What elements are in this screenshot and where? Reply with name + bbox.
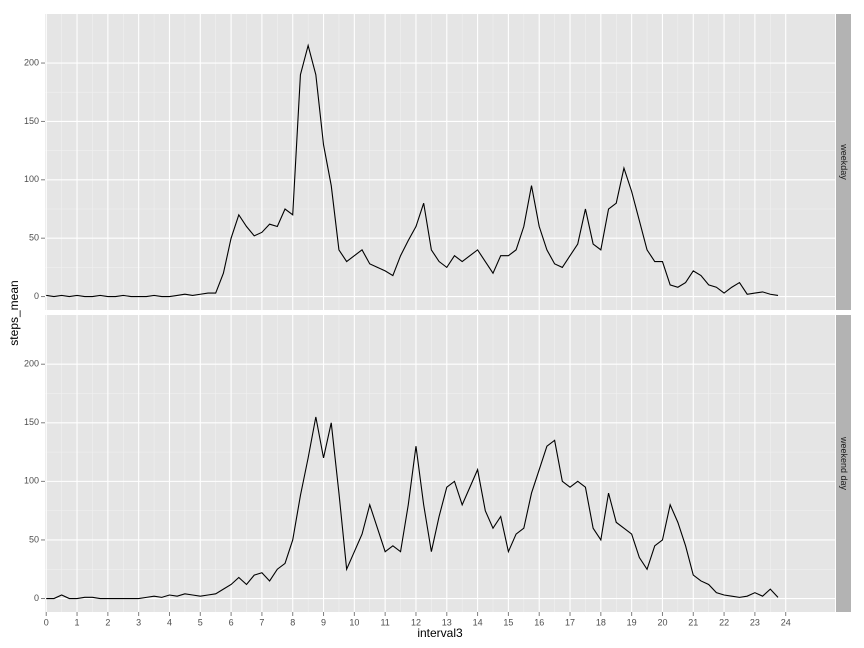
x-tick-label: 23 — [750, 617, 760, 627]
panel-background — [45, 14, 835, 310]
y-axis-title: steps_mean — [7, 280, 21, 345]
x-tick-label: 14 — [473, 617, 483, 627]
y-tick-label: 200 — [24, 57, 39, 67]
facet-strip — [836, 315, 851, 612]
y-tick-label: 0 — [34, 593, 39, 603]
x-tick-label: 9 — [321, 617, 326, 627]
x-tick-label: 6 — [229, 617, 234, 627]
x-tick-label: 13 — [442, 617, 452, 627]
x-tick-label: 15 — [503, 617, 513, 627]
x-tick-label: 4 — [167, 617, 172, 627]
x-tick-label: 21 — [688, 617, 698, 627]
x-tick-label: 3 — [136, 617, 141, 627]
x-tick-label: 8 — [290, 617, 295, 627]
x-tick-label: 24 — [781, 617, 791, 627]
x-tick-label: 1 — [75, 617, 80, 627]
x-tick-label: 20 — [657, 617, 667, 627]
y-tick-label: 50 — [29, 233, 39, 243]
x-tick-label: 10 — [349, 617, 359, 627]
y-tick-label: 50 — [29, 534, 39, 544]
x-axis-title: interval3 — [417, 626, 463, 640]
x-tick-label: 12 — [411, 617, 421, 627]
x-tick-label: 5 — [198, 617, 203, 627]
facet-label: weekend day — [839, 436, 849, 491]
y-tick-label: 0 — [34, 291, 39, 301]
y-tick-label: 100 — [24, 476, 39, 486]
x-tick-label: 2 — [105, 617, 110, 627]
y-tick-label: 150 — [24, 116, 39, 126]
panel-background — [45, 315, 835, 612]
facet-strip — [836, 14, 851, 310]
x-tick-label: 16 — [534, 617, 544, 627]
x-tick-label: 7 — [259, 617, 264, 627]
series-line — [46, 43, 779, 298]
x-tick-label: 18 — [596, 617, 606, 627]
x-tick-label: 19 — [627, 617, 637, 627]
y-tick-label: 200 — [24, 359, 39, 369]
x-tick-label: 0 — [44, 617, 49, 627]
series-line — [46, 416, 779, 600]
facet-label: weekday — [839, 143, 849, 180]
y-tick-label: 100 — [24, 174, 39, 184]
y-tick-label: 150 — [24, 417, 39, 427]
x-tick-label: 11 — [380, 617, 389, 627]
x-tick-label: 22 — [719, 617, 729, 627]
x-tick-label: 17 — [565, 617, 575, 627]
